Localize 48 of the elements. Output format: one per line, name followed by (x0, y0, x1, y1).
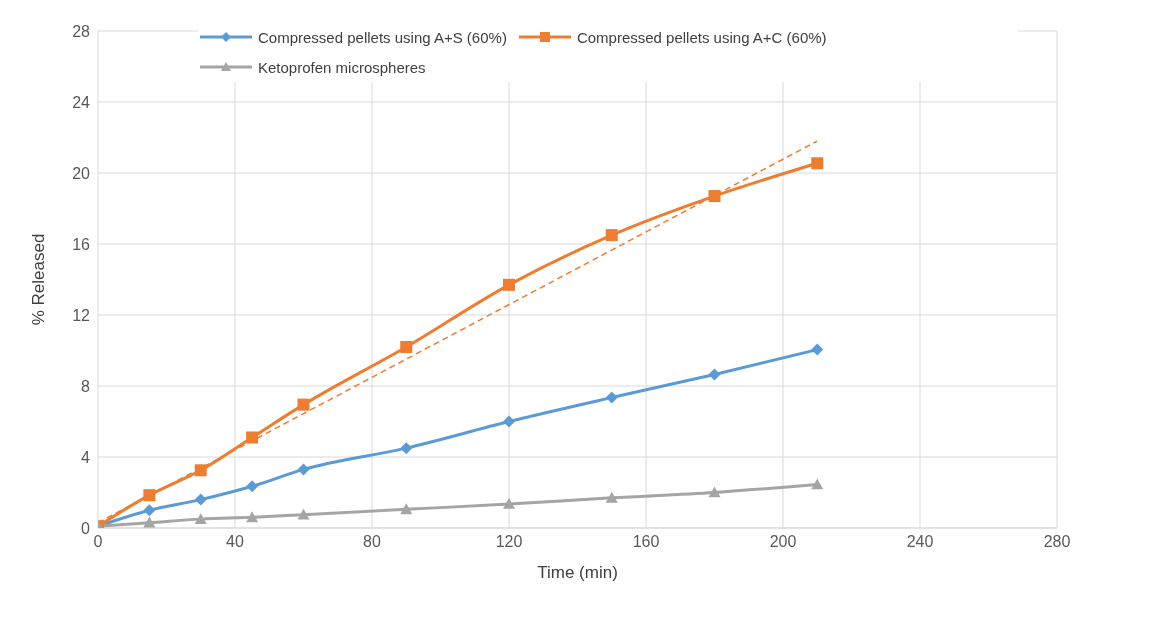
legend-label: Compressed pellets using A+C (60%) (576, 28, 827, 46)
point (811, 478, 824, 490)
legend-label: Compressed pellets using A+S (60%) (258, 28, 507, 46)
point (194, 493, 207, 506)
point (194, 464, 207, 477)
point (246, 431, 259, 444)
legend-label: Ketoprofen microspheres (258, 58, 426, 76)
point (246, 511, 259, 523)
point (297, 398, 310, 411)
x-tick-label: 280 (1043, 533, 1071, 551)
point (400, 340, 413, 353)
y-tick-label: 0 (81, 519, 91, 537)
x-tick-label: 240 (906, 533, 934, 551)
y-axis-title: % Released (29, 233, 49, 326)
point (708, 190, 721, 203)
point (605, 491, 618, 503)
y-tick-label: 4 (81, 448, 91, 466)
x-tick-label: 160 (632, 533, 660, 551)
y-tick-label: 16 (72, 235, 91, 253)
point (708, 486, 721, 498)
point (400, 503, 413, 515)
x-tick-label: 200 (769, 533, 797, 551)
point (400, 442, 413, 455)
point (811, 157, 824, 170)
x-tick-label: 80 (363, 533, 381, 551)
y-tick-label: 20 (72, 164, 91, 182)
point (503, 415, 515, 428)
point (708, 368, 721, 381)
point (143, 516, 156, 528)
point (297, 463, 310, 476)
point (143, 489, 156, 502)
x-tick-label: 40 (226, 533, 244, 551)
y-tick-label: 8 (81, 377, 91, 395)
x-tick-label: 120 (495, 533, 523, 551)
point (503, 498, 515, 509)
point (605, 229, 618, 242)
point (246, 480, 259, 493)
y-tick-label: 24 (72, 93, 91, 111)
x-axis-title: Time (min) (537, 563, 618, 582)
y-tick-label: 12 (72, 306, 91, 324)
point (605, 391, 618, 404)
point (143, 504, 156, 517)
point (503, 278, 515, 291)
point (811, 343, 824, 356)
point (297, 508, 310, 520)
point (194, 513, 207, 524)
x-tick-label: 0 (93, 533, 103, 551)
y-tick-label: 28 (72, 22, 91, 40)
